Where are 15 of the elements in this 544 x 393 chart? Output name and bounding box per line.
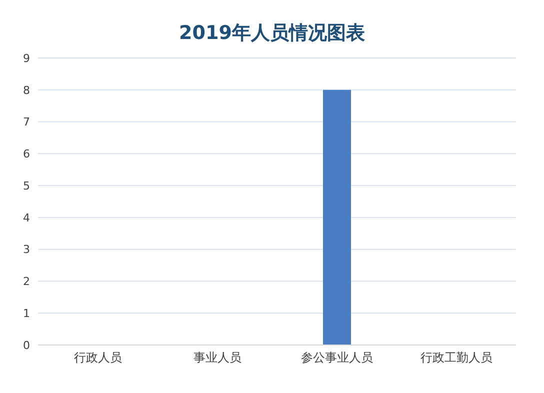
y-tick-label: 8 (23, 84, 30, 97)
x-tick-label: 行政工勤人员 (420, 350, 492, 365)
y-tick-label: 2 (23, 275, 30, 288)
y-tick-label: 6 (23, 148, 30, 161)
x-tick-label: 事业人员 (193, 350, 242, 365)
x-tick-label: 参公事业人员 (300, 350, 373, 365)
y-tick-label: 7 (23, 116, 30, 129)
y-tick-label: 3 (23, 243, 30, 256)
y-tick-label: 0 (23, 338, 30, 352)
chart-title: 2019年人员情况图表 (178, 21, 366, 46)
y-tick-label: 5 (23, 179, 30, 192)
y-tick-label: 9 (23, 52, 30, 65)
x-tick-label: 行政人员 (74, 350, 122, 365)
y-tick-label: 4 (23, 211, 30, 224)
y-tick-label: 1 (23, 307, 30, 320)
